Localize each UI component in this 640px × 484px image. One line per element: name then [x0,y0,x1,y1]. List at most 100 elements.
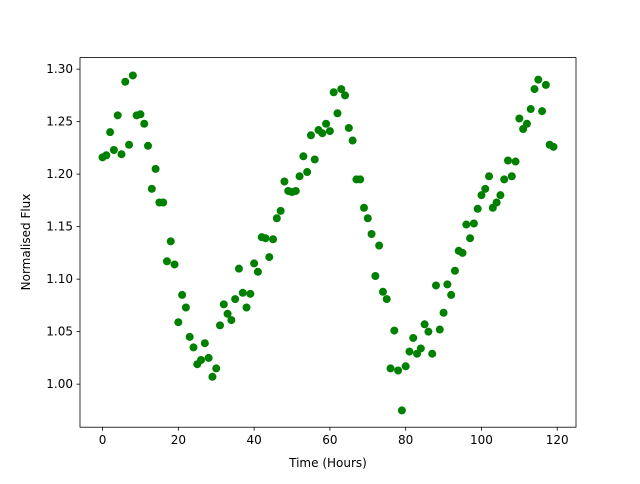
point [538,107,547,116]
x-tick-label: 20 [171,433,186,447]
point [367,230,376,238]
point [363,214,372,223]
y-tick-label: 1.30 [46,62,73,76]
point [500,175,509,184]
point [473,204,482,213]
point [197,356,206,364]
y-tick-label: 1.00 [46,377,73,391]
point [318,129,327,138]
point [246,289,255,298]
point [291,186,300,195]
point [511,157,520,166]
point [136,110,145,119]
point [234,264,243,273]
point [170,260,179,269]
point [405,347,414,356]
point [424,327,433,336]
point [250,259,259,268]
point [322,119,331,128]
point [162,257,171,266]
point [223,309,232,318]
y-tick-label: 1.05 [46,325,73,339]
point [333,109,342,118]
y-tick-label: 1.25 [46,115,73,129]
point [382,295,391,304]
point [341,91,350,100]
point [227,316,236,325]
point [359,203,368,212]
point [416,344,425,353]
point [485,172,494,181]
point [178,290,187,299]
point [515,114,524,123]
point [409,333,418,342]
point [216,321,225,330]
point [401,362,410,371]
point [420,320,429,329]
point [431,281,440,290]
point [121,77,130,86]
point [469,219,478,228]
point [481,184,490,193]
point [159,198,168,207]
point [166,237,175,246]
point [113,111,122,120]
point [371,272,380,280]
point [466,234,475,243]
point [507,172,516,181]
point [386,364,395,373]
point [212,364,221,373]
point [269,235,278,244]
point [144,141,153,150]
point [200,339,209,348]
point [109,146,118,154]
point [394,366,403,375]
point [295,172,304,181]
point [185,332,194,341]
point [375,241,384,250]
point [151,164,160,173]
point [348,136,357,145]
y-axis-label: Normalised Flux [19,194,33,291]
point [337,85,346,94]
point [280,177,289,186]
point [253,267,262,276]
point [242,303,251,312]
point [522,119,531,128]
point [303,168,312,177]
point [397,406,406,415]
point [117,150,126,159]
point [530,85,539,94]
x-tick-label: 100 [470,433,493,447]
point [299,152,308,161]
point [276,206,285,215]
point [477,191,486,200]
point [390,326,399,335]
point [503,156,512,165]
point [344,123,353,132]
point [329,88,338,97]
x-tick-label: 0 [99,433,107,447]
point [231,295,240,304]
y-tick-label: 1.20 [46,167,73,181]
point [204,353,213,362]
point [356,175,365,184]
point [174,318,183,327]
point [102,151,111,160]
plot-frame [79,57,577,428]
x-axis-label: Time (Hours) [288,456,367,470]
point [549,142,558,151]
point [458,248,467,257]
x-tick-label: 80 [398,433,413,447]
point [447,290,456,299]
point [462,220,471,229]
point [219,300,228,309]
point [541,80,550,89]
point [140,119,149,128]
point [147,184,156,193]
point [526,105,535,114]
x-tick-label: 40 [246,433,261,447]
x-tick-label: 120 [546,433,569,447]
point [181,303,190,312]
